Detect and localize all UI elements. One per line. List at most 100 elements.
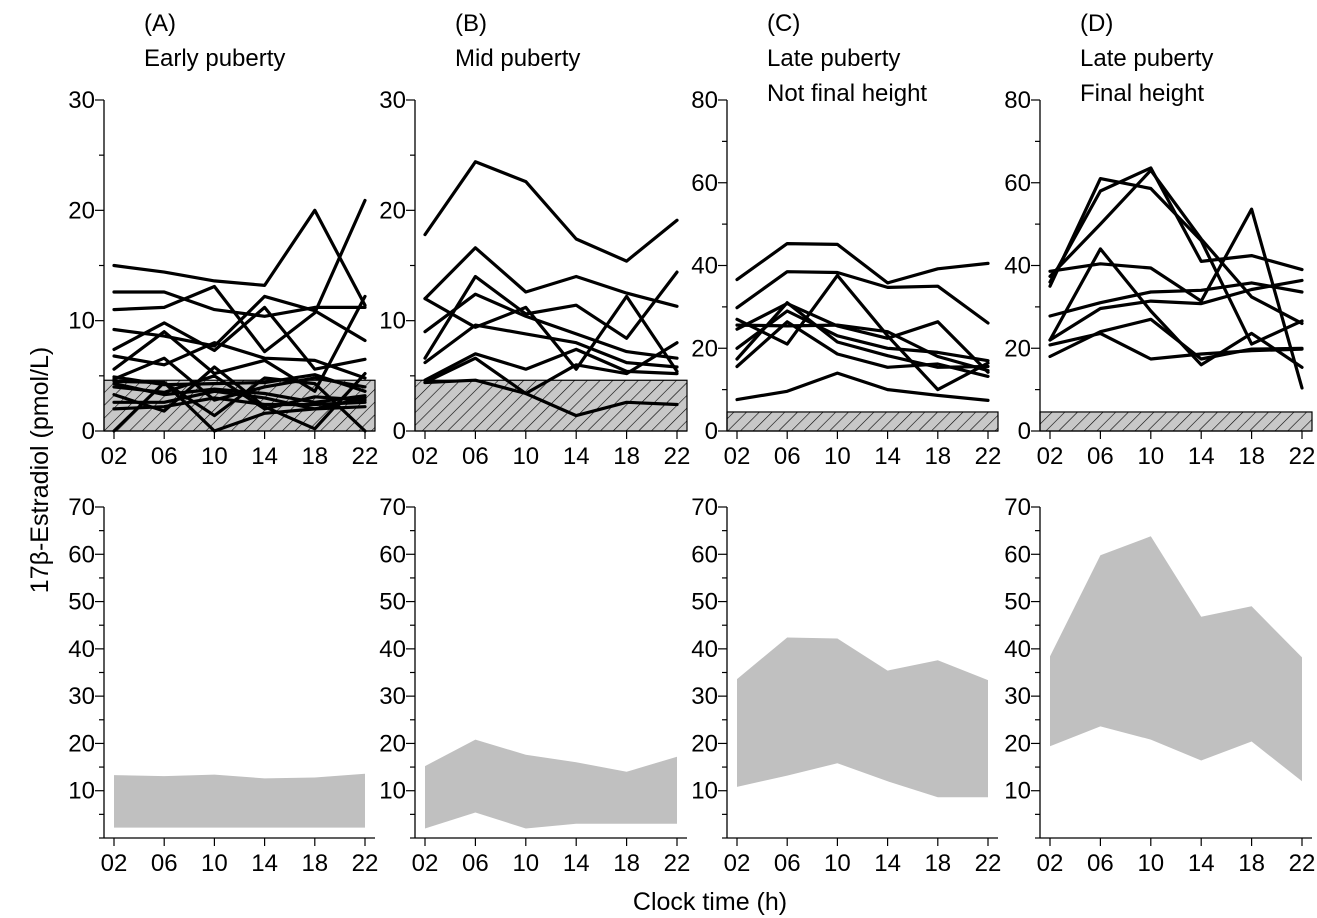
series-line-6 xyxy=(112,294,367,393)
panel-0-lines: 0 10 20 30 02 06 10 14 18 22 (A) Early puberty xyxy=(68,10,378,470)
series-line-13 xyxy=(112,396,367,411)
y-tick-label: 20 xyxy=(379,197,406,224)
series-line-4 xyxy=(1048,281,1304,318)
panel-3-lines: 0 20 40 60 80 02 06 10 14 18 22 (D) Late puberty Fina… xyxy=(1004,10,1315,470)
y-tick-label: 60 xyxy=(691,541,718,568)
y-tick-label: 0 xyxy=(393,418,406,445)
panel-1-lines: 0 10 20 30 02 06 10 14 18 22 (B) Mid puberty xyxy=(379,10,690,470)
range-area xyxy=(114,773,365,828)
y-tick-label: 10 xyxy=(379,778,406,805)
y-tick-label: 70 xyxy=(1004,494,1031,521)
series-line-8 xyxy=(735,371,990,402)
x-tick-label: 10 xyxy=(201,443,228,470)
y-tick-label: 50 xyxy=(1004,589,1031,616)
x-tick-label: 02 xyxy=(1037,443,1064,470)
series-line-1 xyxy=(423,246,679,308)
series-line-4 xyxy=(735,309,990,363)
series-line-0 xyxy=(423,160,679,263)
x-tick-label: 02 xyxy=(412,443,439,470)
series-line-1 xyxy=(735,270,990,325)
y-tick-label: 20 xyxy=(691,730,718,757)
y-tick-label: 80 xyxy=(691,87,718,114)
y-tick-label: 0 xyxy=(705,418,718,445)
y-tick-label: 20 xyxy=(68,197,95,224)
y-tick-label: 50 xyxy=(68,589,95,616)
panel-title-line: Final height xyxy=(1080,80,1204,107)
y-tick-label: 0 xyxy=(82,418,95,445)
y-tick-label: 20 xyxy=(691,335,718,362)
x-tick-label: 14 xyxy=(874,850,901,877)
x-tick-label: 14 xyxy=(563,850,590,877)
series-line-3 xyxy=(735,302,990,374)
series-line-1 xyxy=(1048,166,1304,284)
x-tick-label: 10 xyxy=(1137,443,1164,470)
y-tick-label: 10 xyxy=(68,308,95,335)
reference-band xyxy=(1039,411,1313,432)
x-tick-label: 22 xyxy=(975,443,1002,470)
x-tick-label: 22 xyxy=(352,850,379,877)
y-tick-label: 30 xyxy=(1004,683,1031,710)
y-tick-label: 60 xyxy=(379,541,406,568)
panel-1-range: 10 20 30 40 50 60 70 02 06 10 14 18 22 xyxy=(379,494,690,877)
series-line-3 xyxy=(423,292,679,360)
panel-title-line: (D) xyxy=(1080,10,1113,37)
y-tick-label: 30 xyxy=(379,87,406,114)
y-tick-label: 40 xyxy=(379,636,406,663)
panel-2-lines: 0 20 40 60 80 02 06 10 14 18 22 (C) Late puberty Not … xyxy=(691,10,1001,470)
panel-title-line: Late puberty xyxy=(767,45,900,72)
panel-title-line: Not final height xyxy=(767,80,927,107)
series-line-0 xyxy=(735,242,990,285)
y-tick-label: 30 xyxy=(379,683,406,710)
y-tick-label: 10 xyxy=(691,778,718,805)
y-tick-label: 10 xyxy=(1004,778,1031,805)
range-area xyxy=(737,637,988,798)
series-line-4 xyxy=(112,305,367,371)
y-axis-title: 17β-Estradiol (pmol/L) xyxy=(26,347,54,593)
x-tick-label: 22 xyxy=(1289,443,1316,470)
y-tick-label: 40 xyxy=(691,636,718,663)
y-tick-label: 40 xyxy=(691,253,718,280)
series-line-8 xyxy=(1048,331,1304,361)
x-tick-label: 18 xyxy=(301,443,328,470)
x-tick-label: 14 xyxy=(874,443,901,470)
y-tick-label: 30 xyxy=(68,683,95,710)
y-tick-label: 60 xyxy=(691,170,718,197)
y-tick-label: 70 xyxy=(691,494,718,521)
panel-title-line: Mid puberty xyxy=(455,45,580,72)
x-tick-label: 22 xyxy=(664,850,691,877)
x-tick-label: 14 xyxy=(1188,850,1215,877)
y-tick-label: 40 xyxy=(68,636,95,663)
series-line-15 xyxy=(112,376,367,433)
x-axis-title: Clock time (h) xyxy=(633,888,787,916)
y-tick-label: 20 xyxy=(1004,335,1031,362)
y-tick-label: 0 xyxy=(1018,418,1031,445)
y-tick-label: 40 xyxy=(1004,636,1031,663)
series-line-7 xyxy=(735,273,990,392)
x-tick-label: 14 xyxy=(563,443,590,470)
panel-title-line: (B) xyxy=(455,10,487,37)
series-line-2 xyxy=(735,323,990,373)
x-tick-label: 10 xyxy=(824,443,851,470)
series-line-5 xyxy=(112,341,367,380)
x-tick-label: 06 xyxy=(1087,850,1114,877)
y-tick-label: 40 xyxy=(1004,253,1031,280)
x-tick-label: 06 xyxy=(1087,443,1114,470)
series-line-7 xyxy=(423,341,679,396)
x-tick-label: 18 xyxy=(1238,850,1265,877)
x-tick-label: 02 xyxy=(101,850,128,877)
panel-2-range: 10 20 30 40 50 60 70 02 06 10 14 18 22 xyxy=(691,494,1001,877)
x-tick-label: 18 xyxy=(613,850,640,877)
y-tick-label: 20 xyxy=(1004,730,1031,757)
series-line-8 xyxy=(423,378,679,418)
x-tick-label: 22 xyxy=(975,850,1002,877)
x-tick-label: 18 xyxy=(301,850,328,877)
panel-0-range: 10 20 30 40 50 60 70 02 06 10 14 18 22 xyxy=(68,494,378,877)
series-line-3 xyxy=(112,294,367,348)
x-tick-label: 14 xyxy=(251,443,278,470)
series-line-6 xyxy=(735,320,990,378)
y-tick-label: 50 xyxy=(379,589,406,616)
y-tick-label: 10 xyxy=(68,778,95,805)
y-tick-label: 50 xyxy=(691,589,718,616)
x-tick-label: 22 xyxy=(664,443,691,470)
